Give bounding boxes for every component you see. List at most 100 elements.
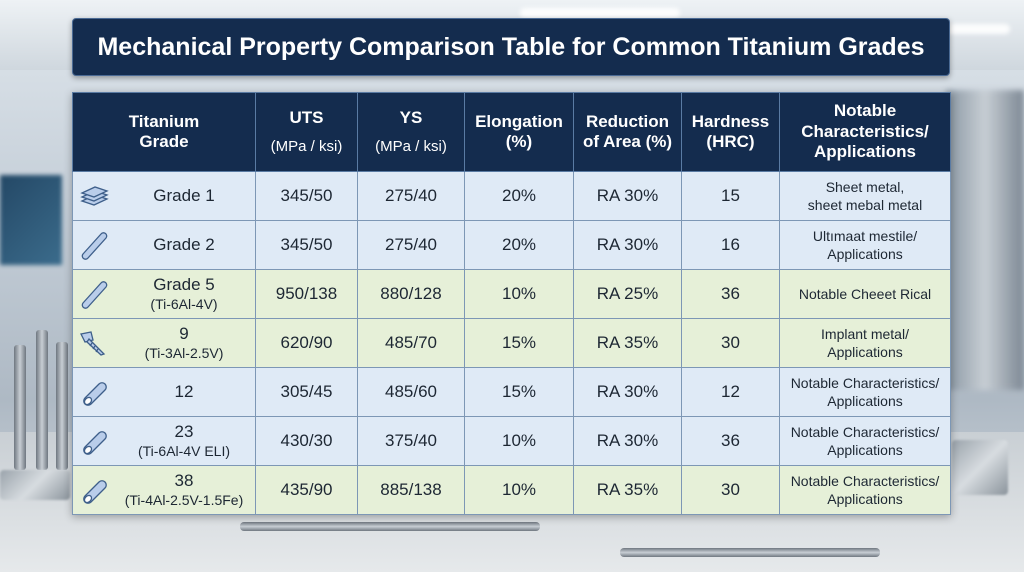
header-uts-label: UTS	[289, 107, 324, 127]
ceiling-light	[520, 8, 680, 18]
cell-notes: Implant metal/ Applications	[779, 318, 951, 368]
grade-text: Grade 5 (Ti-6Al-4V)	[117, 275, 251, 312]
header-uts: UTS (MPa / ksi)	[255, 92, 358, 172]
cell-grade: 23 (Ti-6Al-4V ELI)	[72, 416, 256, 466]
cell-ys: 485/70	[357, 318, 465, 368]
grade-text: 38 (Ti-4Al-2.5V-1.5Fe)	[117, 471, 251, 508]
grade-text: Grade 2	[117, 235, 251, 255]
cell-hardness: 15	[681, 171, 780, 221]
cell-reduction: RA 25%	[573, 269, 682, 319]
header-ys-label: YS	[399, 107, 423, 127]
cell-hardness: 36	[681, 269, 780, 319]
grade-text: Grade 1	[117, 186, 251, 206]
cell-uts: 950/138	[255, 269, 358, 319]
grade-alloy: (Ti-6Al-4V)	[150, 295, 218, 312]
screw-icon	[79, 328, 109, 358]
grade-wrap: 9 (Ti-3Al-2.5V)	[79, 324, 251, 361]
cell-uts: 305/45	[255, 367, 358, 417]
metal-rod	[36, 330, 48, 470]
grade-text: 9 (Ti-3Al-2.5V)	[117, 324, 251, 361]
cell-reduction: RA 35%	[573, 465, 682, 515]
page-title: Mechanical Property Comparison Table for…	[72, 18, 950, 76]
metal-rod	[240, 522, 540, 531]
cell-elongation: 10%	[464, 269, 574, 319]
cell-grade: 12	[72, 367, 256, 417]
grade-alloy: (Ti-3Al-2.5V)	[144, 344, 224, 361]
rod-icon	[79, 279, 109, 309]
metal-rod	[620, 548, 880, 557]
cell-uts: 435/90	[255, 465, 358, 515]
header-reduction: Reduction of Area (%)	[573, 92, 682, 172]
header-uts-unit: (MPa / ksi)	[270, 138, 343, 156]
cell-hardness: 30	[681, 465, 780, 515]
cell-reduction: RA 30%	[573, 171, 682, 221]
grade-wrap: Grade 1	[79, 181, 251, 211]
cell-grade: 9 (Ti-3Al-2.5V)	[72, 318, 256, 368]
table-row: Grade 5 (Ti-6Al-4V) 950/138 880/128 10% RA 25…	[72, 269, 951, 319]
table-body: Grade 1 345/50 275/40 20% RA 30% 15 Sheet meta…	[72, 171, 951, 515]
grade-wrap: Grade 5 (Ti-6Al-4V)	[79, 275, 251, 312]
cell-hardness: 16	[681, 220, 780, 270]
cell-notes: Ultımaat mestile/ Applications	[779, 220, 951, 270]
header-elongation: Elongation (%)	[464, 92, 574, 172]
table-row: Grade 1 345/50 275/40 20% RA 30% 15 Sheet meta…	[72, 171, 951, 221]
rod-icon	[79, 230, 109, 260]
cell-elongation: 15%	[464, 367, 574, 417]
cell-uts: 345/50	[255, 171, 358, 221]
background-monitor	[0, 175, 62, 265]
cell-ys: 880/128	[357, 269, 465, 319]
metal-block	[952, 440, 1008, 495]
cell-hardness: 30	[681, 318, 780, 368]
cell-uts: 620/90	[255, 318, 358, 368]
table-row: 23 (Ti-6Al-4V ELI) 430/30 375/40 10% RA 30% 36…	[72, 416, 951, 466]
grade-name: 38	[174, 471, 194, 491]
cell-grade: Grade 1	[72, 171, 256, 221]
metal-block	[0, 470, 70, 500]
grade-name: Grade 1	[153, 185, 215, 205]
cell-ys: 275/40	[357, 171, 465, 221]
cell-notes: Notable Characteristics/ Applications	[779, 465, 951, 515]
cell-reduction: RA 35%	[573, 318, 682, 368]
grade-text: 23 (Ti-6Al-4V ELI)	[117, 422, 251, 459]
grade-wrap: Grade 2	[79, 230, 251, 260]
grade-name: 12	[174, 381, 194, 401]
cell-grade: Grade 5 (Ti-6Al-4V)	[72, 269, 256, 319]
header-notes: Notable Characteristics/ Applications	[779, 92, 951, 172]
cell-hardness: 12	[681, 367, 780, 417]
header-hardness: Hardness (HRC)	[681, 92, 780, 172]
cell-notes: Notable Characteristics/ Applications	[779, 416, 951, 466]
grade-text: 12	[117, 382, 251, 402]
cell-elongation: 10%	[464, 416, 574, 466]
cell-elongation: 20%	[464, 171, 574, 221]
cell-reduction: RA 30%	[573, 367, 682, 417]
cell-ys: 885/138	[357, 465, 465, 515]
cell-uts: 345/50	[255, 220, 358, 270]
grade-name: 23	[174, 422, 194, 442]
cell-reduction: RA 30%	[573, 416, 682, 466]
cell-elongation: 10%	[464, 465, 574, 515]
grade-wrap: 12	[79, 377, 251, 407]
table-row: Grade 2 345/50 275/40 20% RA 30% 16 Ultımaat m…	[72, 220, 951, 270]
cell-grade: Grade 2	[72, 220, 256, 270]
header-ys: YS (MPa / ksi)	[357, 92, 465, 172]
cell-elongation: 15%	[464, 318, 574, 368]
cell-hardness: 36	[681, 416, 780, 466]
grade-name: 9	[179, 324, 189, 344]
table-row: 38 (Ti-4Al-2.5V-1.5Fe) 435/90 885/138 10% RA …	[72, 465, 951, 515]
grade-name: Grade 2	[153, 234, 215, 254]
cell-uts: 430/30	[255, 416, 358, 466]
table-row: 9 (Ti-3Al-2.5V) 620/90 485/70 15% RA 35% 30 Imp…	[72, 318, 951, 368]
property-table: Titanium Grade UTS (MPa / ksi) YS (MPa /…	[72, 92, 951, 515]
cell-ys: 275/40	[357, 220, 465, 270]
cell-grade: 38 (Ti-4Al-2.5V-1.5Fe)	[72, 465, 256, 515]
sheet-stack-icon	[79, 181, 109, 211]
grade-alloy: (Ti-4Al-2.5V-1.5Fe)	[124, 491, 244, 508]
tube-icon	[79, 377, 109, 407]
cell-reduction: RA 30%	[573, 220, 682, 270]
tube-icon	[79, 426, 109, 456]
grade-alloy: (Ti-6Al-4V ELI)	[137, 442, 231, 459]
cell-notes: Notable Characteristics/ Applications	[779, 367, 951, 417]
grade-wrap: 38 (Ti-4Al-2.5V-1.5Fe)	[79, 471, 251, 508]
header-grade: Titanium Grade	[72, 92, 256, 172]
table-row: 12 305/45 485/60 15% RA 30% 12 Notable Charact…	[72, 367, 951, 417]
